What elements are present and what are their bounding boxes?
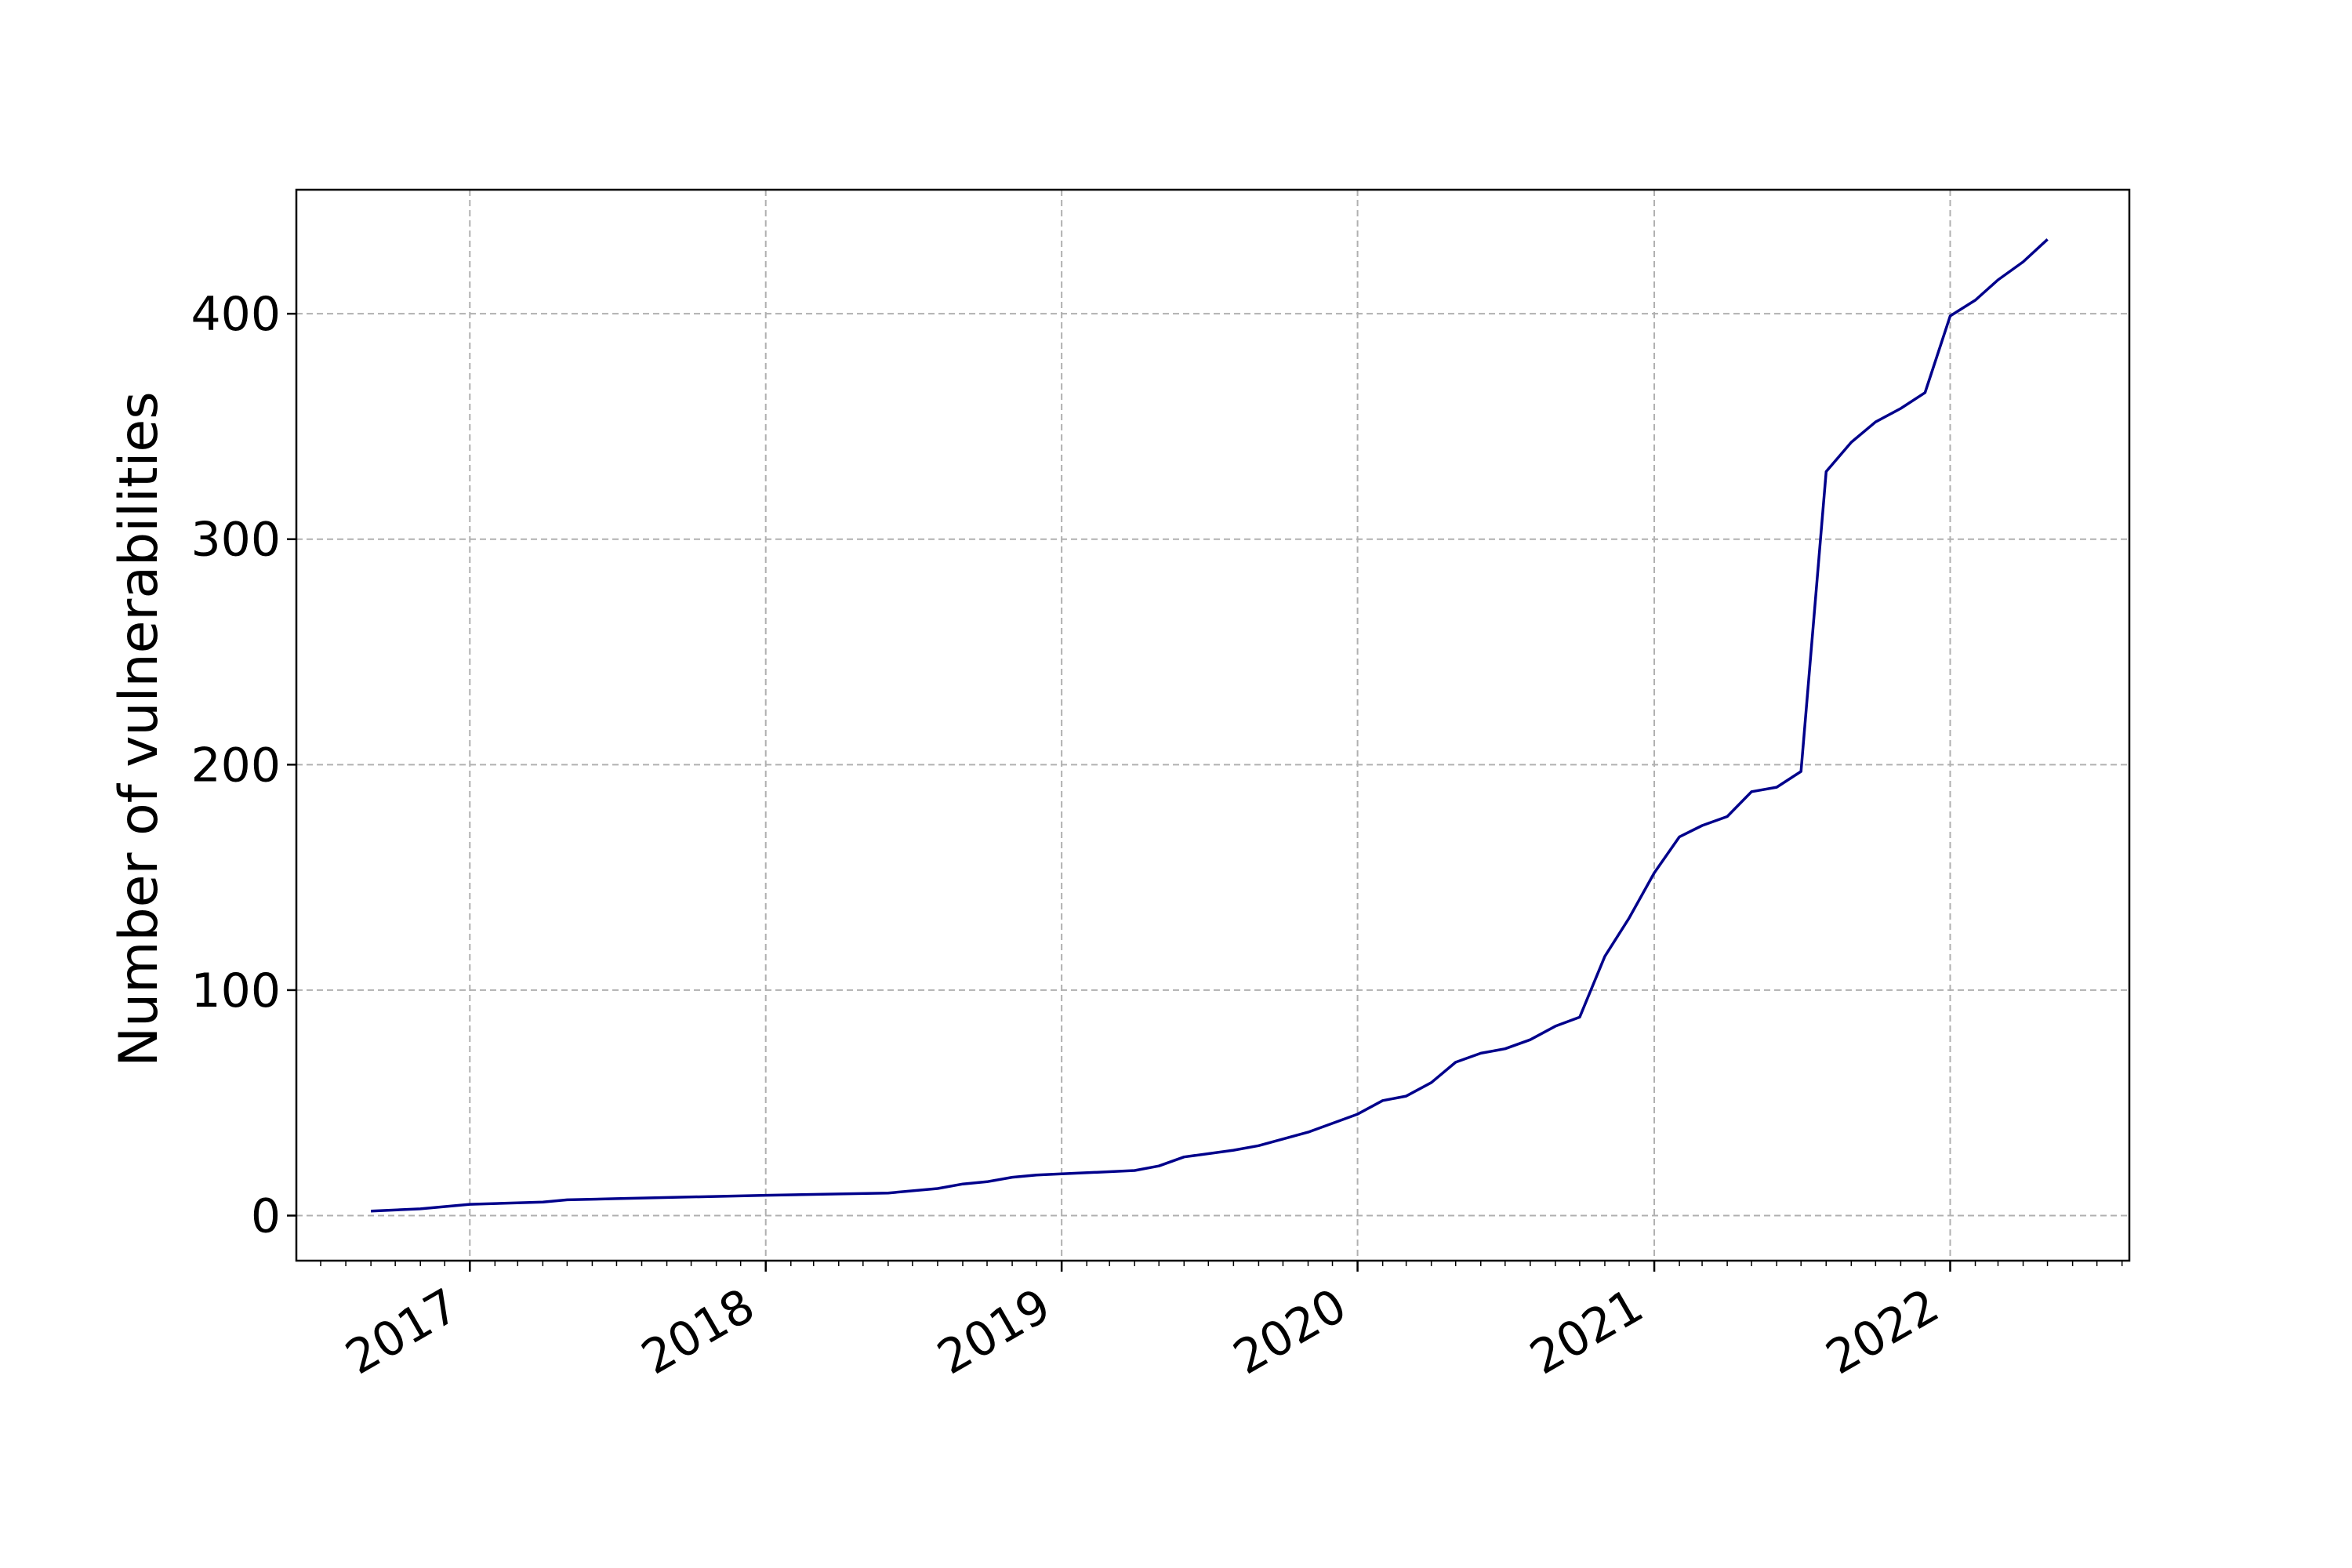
x-axis: 2017 2018 2019 2020 2021 2022 (320, 1261, 2123, 1385)
y-tick-label: 400 (191, 287, 281, 342)
x-tick-label: 2018 (633, 1278, 764, 1385)
series-line (371, 238, 2049, 1213)
y-axis-label: Number of vulnerabilities (108, 391, 170, 1066)
x-tick-label: 2020 (1225, 1278, 1356, 1385)
plot-area-frame (295, 188, 2131, 1262)
y-tick-label: 0 (251, 1189, 281, 1243)
x-tick-label: 2021 (1521, 1278, 1652, 1385)
series-layer (371, 238, 2049, 1213)
x-tick-label: 2017 (337, 1278, 468, 1385)
y-tick-label: 300 (191, 513, 281, 568)
y-tick-label: 100 (191, 964, 281, 1018)
grid-lines (296, 190, 2129, 1261)
y-tick-label: 200 (191, 738, 281, 793)
x-tick-label: 2019 (928, 1278, 1059, 1385)
x-tick-label: 2022 (1817, 1278, 1948, 1385)
y-axis: 0 100 200 300 400 (191, 287, 296, 1243)
